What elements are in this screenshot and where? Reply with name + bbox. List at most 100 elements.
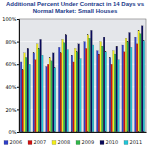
tick-mark <box>17 19 19 20</box>
legend-label: 2009 <box>82 139 95 145</box>
bar <box>29 64 31 132</box>
bar <box>85 48 87 132</box>
bar <box>52 53 54 132</box>
legend-label: 2006 <box>10 139 23 145</box>
legend-label: 2011 <box>130 139 143 145</box>
bar <box>109 57 111 132</box>
bar <box>67 50 69 132</box>
bar <box>27 48 29 132</box>
bar <box>113 51 115 132</box>
legend-item: 2007 <box>28 139 46 145</box>
tick-mark <box>17 87 19 88</box>
bar <box>73 62 75 132</box>
bar-series <box>29 40 145 132</box>
legend-label: 2008 <box>58 139 71 145</box>
bar <box>51 61 53 132</box>
bar-series <box>25 34 141 132</box>
bar <box>20 62 22 132</box>
bar <box>138 30 140 132</box>
bar <box>135 37 137 132</box>
bar <box>91 30 93 132</box>
legend-swatch <box>124 141 128 145</box>
bar <box>24 53 26 132</box>
tick-label: 0% <box>9 129 17 135</box>
bar <box>87 35 89 132</box>
bar <box>33 53 35 132</box>
bar-series <box>27 26 143 132</box>
tick: 0% <box>9 129 19 135</box>
bar <box>122 45 124 132</box>
legend-label: 2007 <box>34 139 47 145</box>
tick: 40% <box>5 84 19 90</box>
bar <box>22 70 24 132</box>
bar <box>111 64 113 132</box>
bar <box>89 38 91 132</box>
legend-item: 2008 <box>52 139 70 145</box>
bar <box>136 44 138 132</box>
bar-series <box>20 37 136 132</box>
bar <box>98 54 100 132</box>
bar <box>102 46 104 132</box>
bar <box>62 39 64 132</box>
bar <box>36 44 38 132</box>
grid <box>19 19 146 132</box>
bar <box>116 46 118 132</box>
y-axis: 0% 20% 40% 60% 80% 100% <box>2 16 19 135</box>
bar <box>125 38 127 132</box>
bar <box>71 55 73 132</box>
bar <box>129 33 131 132</box>
plot-background <box>19 19 146 132</box>
chart: 0%20%40%60%80%100%2006200720082009201020… <box>0 15 150 150</box>
tick-mark <box>17 109 19 110</box>
bar <box>76 52 78 132</box>
bar <box>54 68 56 132</box>
bar-series <box>22 44 138 132</box>
tick-label: 100% <box>2 16 17 22</box>
bar <box>60 53 62 132</box>
bar <box>74 48 76 132</box>
legend-swatch <box>100 141 104 145</box>
bar <box>130 47 132 132</box>
bar <box>65 35 67 132</box>
bar <box>49 57 51 132</box>
bar <box>143 40 145 132</box>
bar <box>114 54 116 132</box>
legend-swatch <box>52 141 56 145</box>
tick-label: 60% <box>5 61 16 67</box>
legend-label: 2010 <box>106 139 119 145</box>
legend-item: 2010 <box>100 139 118 145</box>
tick-mark <box>17 64 19 65</box>
bar <box>96 51 98 132</box>
bar <box>92 45 94 132</box>
legend-item: 2009 <box>76 139 94 145</box>
bar <box>78 44 80 132</box>
plot-frame <box>19 19 146 132</box>
bar <box>58 47 60 132</box>
bar <box>63 43 65 132</box>
bar <box>84 42 86 132</box>
legend-swatch <box>76 141 80 145</box>
bar <box>105 52 107 132</box>
bar <box>47 64 49 132</box>
bar <box>140 34 142 132</box>
bar <box>127 42 129 132</box>
bar <box>141 26 143 132</box>
tick-mark <box>17 132 19 133</box>
bar <box>25 57 27 132</box>
bar <box>124 52 126 132</box>
tick-label: 20% <box>5 107 16 113</box>
plot: 0% 20% 40% 60% 80% 100% <box>2 16 146 135</box>
legend: 2006 2007 2008 2009 2010 2011 <box>4 139 142 145</box>
chart-title: Additional Percent Under Contract in 14 … <box>0 0 150 15</box>
bar-series <box>24 30 140 132</box>
tick-mark <box>17 42 19 43</box>
bar <box>40 39 42 132</box>
bar <box>100 42 102 132</box>
tick: 80% <box>5 39 19 45</box>
tick: 100% <box>2 16 19 22</box>
bar <box>35 60 37 132</box>
bar <box>46 66 48 132</box>
legend-item: 2006 <box>4 139 22 145</box>
tick-label: 40% <box>5 84 16 90</box>
legend-swatch <box>4 141 8 145</box>
